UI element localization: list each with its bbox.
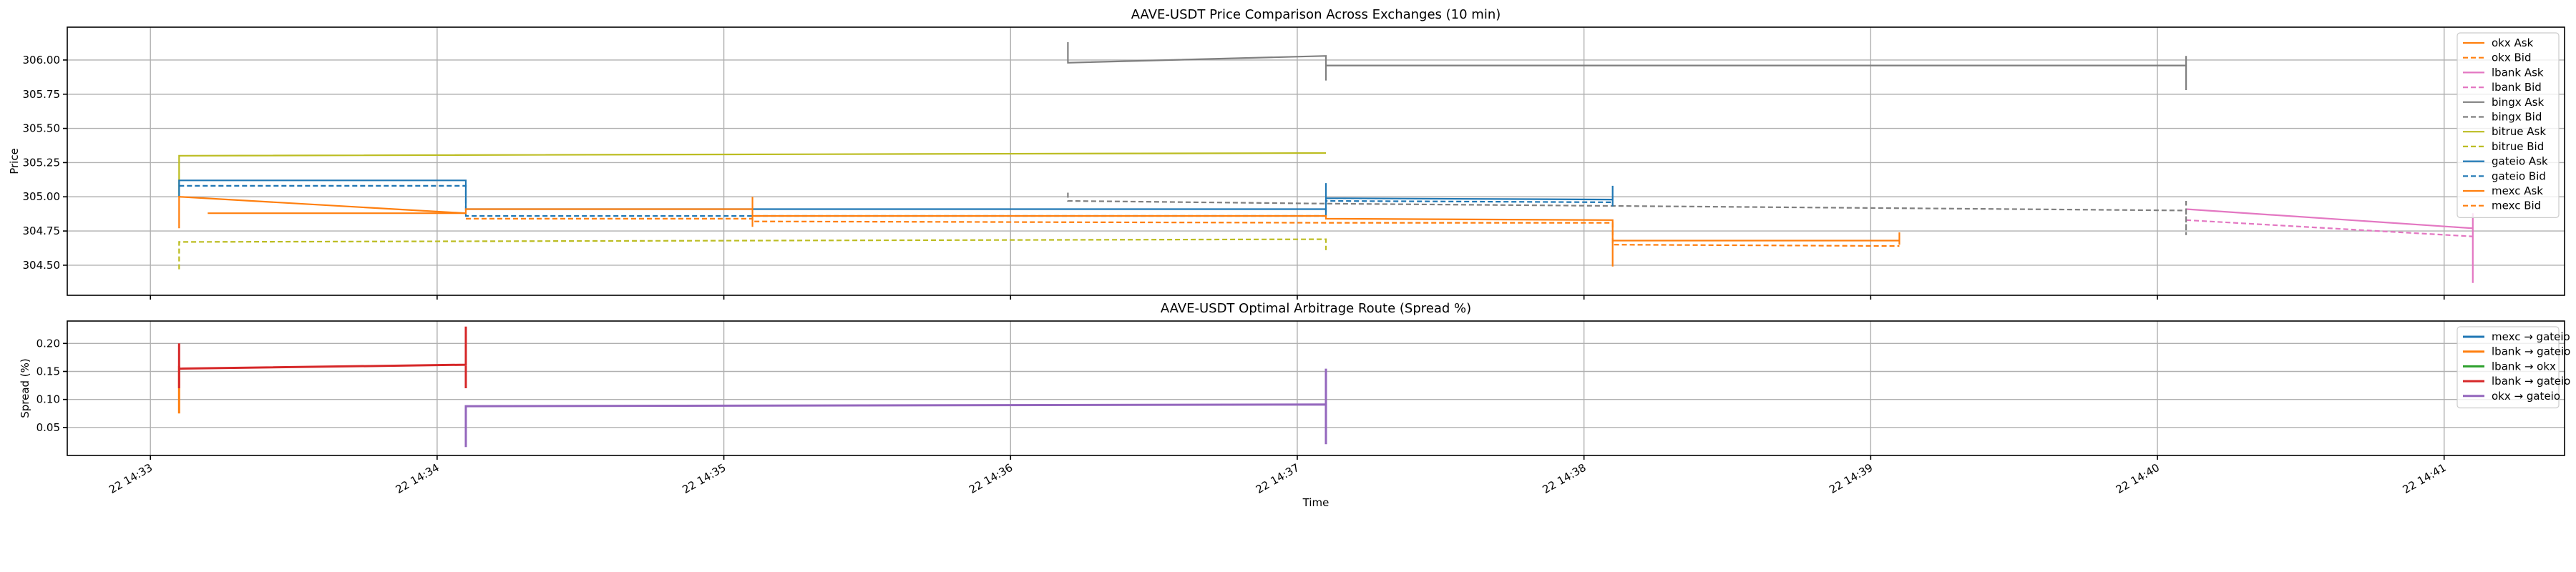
x-tick-label: 22 14:41	[2401, 461, 2449, 496]
legend-label: okx Ask	[2492, 36, 2534, 49]
spread-grid	[67, 321, 2565, 455]
y-tick-label: 305.75	[23, 88, 61, 101]
legend-label: bingx Ask	[2492, 96, 2544, 109]
x-tick-label: 22 14:37	[1254, 461, 1302, 496]
legend-frame	[2457, 32, 2560, 218]
series-line	[2186, 208, 2474, 283]
spread-y-ticks: 0.05 0.10 0.15 0.20	[36, 337, 67, 434]
legend-label: lbank → gateio	[2492, 375, 2570, 388]
series-line	[2186, 219, 2473, 237]
y-tick-label: 306.00	[23, 54, 61, 66]
y-tick-label: 0.15	[36, 365, 60, 378]
y-tick-label: 304.50	[23, 259, 61, 272]
price-comparison-chart: 304.50 304.75 305.00 305.25 305.50 305.75 306.…	[8, 7, 2565, 300]
spread-y-axis-label: Spread (%)	[19, 358, 31, 418]
spread-chart: 22 14:33 22 14:34 22 14:35 22 14:36 22 14:37…	[19, 301, 2570, 509]
legend-label: gateio Ask	[2492, 155, 2548, 168]
legend-label: lbank → gateio	[2492, 345, 2570, 358]
legend-label: bitrue Bid	[2492, 140, 2544, 153]
y-tick-label: 305.25	[23, 156, 61, 169]
price-x-ticks	[150, 295, 2445, 300]
series-line	[178, 196, 1901, 267]
price-axes-frame	[67, 26, 2565, 296]
price-series	[178, 42, 2474, 283]
legend-label: okx Bid	[2492, 51, 2532, 64]
x-tick-label: 22 14:36	[967, 461, 1015, 496]
x-tick-label: 22 14:38	[1541, 461, 1589, 496]
legend-label: gateio Bid	[2492, 169, 2546, 182]
price-grid	[67, 27, 2565, 295]
price-y-ticks: 304.50 304.75 305.00 305.25 305.50 305.75 306.…	[23, 54, 67, 272]
y-tick-label: 305.50	[23, 122, 61, 135]
series-line	[178, 152, 1327, 197]
series-line	[1067, 42, 2187, 90]
legend-label: mexc Ask	[2492, 184, 2543, 197]
series-line	[178, 179, 1614, 216]
legend-label: lbank → okx	[2492, 360, 2556, 373]
y-tick-label: 305.00	[23, 190, 61, 203]
series-line	[464, 368, 1327, 448]
legend-label: bingx Bid	[2492, 111, 2542, 124]
spread-series	[177, 326, 1327, 448]
x-tick-label: 22 14:40	[2114, 461, 2162, 496]
legend-label: bitrue Ask	[2492, 125, 2546, 138]
price-legend: okx Ask okx Bid lbank Ask lbank Bid bingx As…	[2457, 32, 2560, 218]
y-tick-label: 0.10	[36, 393, 60, 406]
time-x-axis-label: Time	[1302, 496, 1330, 509]
legend-label: lbank Ask	[2492, 66, 2544, 79]
x-tick-label: 22 14:33	[107, 461, 155, 496]
price-y-axis-label: Price	[8, 148, 21, 174]
legend-label: mexc Bid	[2492, 199, 2541, 212]
x-tick-label: 22 14:35	[680, 461, 728, 496]
spread-axes-frame	[67, 320, 2565, 456]
spread-x-ticks: 22 14:33 22 14:34 22 14:35 22 14:36 22 14:37…	[107, 455, 2449, 496]
y-tick-label: 304.75	[23, 225, 61, 237]
legend-label: mexc → gateio	[2492, 330, 2570, 343]
series-line	[1067, 192, 2187, 235]
spread-legend: mexc → gateio lbank → gateio lbank → okx lb…	[2457, 326, 2570, 409]
series-line	[178, 238, 1327, 270]
series-line	[466, 217, 1900, 247]
series-line	[179, 184, 1613, 217]
legend-label: okx → gateio	[2492, 390, 2560, 403]
spread-chart-title: AAVE-USDT Optimal Arbitrage Route (Sprea…	[1161, 301, 1471, 316]
legend-label: lbank Bid	[2492, 81, 2542, 94]
legend-frame	[2457, 326, 2560, 409]
y-tick-label: 0.05	[36, 421, 60, 434]
y-tick-label: 0.20	[36, 337, 60, 350]
x-tick-label: 22 14:39	[1827, 461, 1875, 496]
x-tick-label: 22 14:34	[394, 461, 441, 496]
price-chart-title: AAVE-USDT Price Comparison Across Exchan…	[1131, 7, 1501, 22]
series-line	[177, 326, 467, 388]
